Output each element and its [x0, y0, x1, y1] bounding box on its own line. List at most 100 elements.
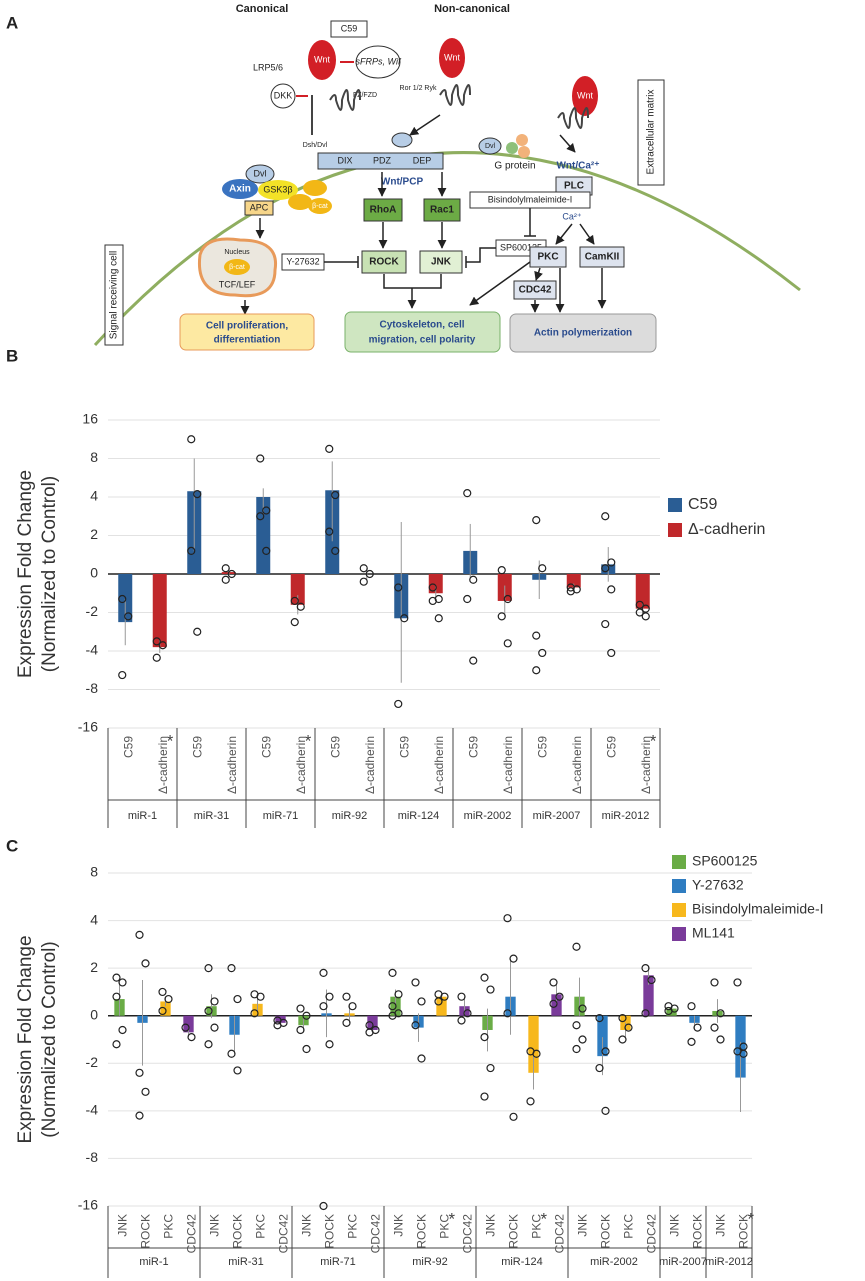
legend-label: C59	[688, 496, 717, 513]
x-tick-label: JNK	[116, 1214, 130, 1237]
data-point	[319, 1201, 328, 1211]
y-tick-label: -2	[86, 603, 99, 619]
x-tick-label: ROCK	[323, 1214, 337, 1249]
x-tick-label: CDC42	[277, 1214, 291, 1254]
x-tick-label: C59	[328, 736, 342, 758]
data-point	[141, 959, 150, 968]
x-tick-label: ROCK	[599, 1214, 613, 1249]
label: Non-canonical	[434, 3, 510, 15]
label: Actin polymerization	[534, 328, 632, 339]
data-point	[497, 612, 506, 621]
data-point	[469, 575, 478, 584]
data-point	[618, 1035, 627, 1044]
data-point	[601, 512, 610, 521]
box	[330, 20, 368, 38]
data-point	[503, 914, 512, 923]
data-point	[607, 585, 616, 594]
data-point	[641, 964, 650, 973]
data-point	[296, 1004, 305, 1013]
box	[361, 250, 407, 274]
data-point	[112, 992, 121, 1001]
group-label: miR-2012	[705, 1256, 753, 1268]
x-tick-label: JNK	[300, 1214, 314, 1237]
x-tick-label: ROCK	[231, 1214, 245, 1249]
dvl	[245, 164, 275, 184]
label: Ca²⁺	[562, 211, 582, 221]
box	[529, 246, 567, 268]
data-point	[607, 648, 616, 658]
bar	[635, 574, 650, 609]
data-point	[342, 1018, 351, 1027]
label: DIX	[337, 155, 352, 165]
label: CamKII	[585, 252, 620, 263]
data-point	[262, 506, 271, 515]
data-point	[112, 1040, 121, 1049]
data-point	[348, 1002, 357, 1011]
data-point	[572, 1044, 581, 1054]
data-point	[233, 1066, 242, 1075]
data-point	[434, 997, 443, 1006]
label: Dsh/Dvl	[303, 142, 328, 149]
x-tick-label: C59	[190, 736, 204, 758]
panel-label: C	[6, 836, 18, 855]
x-tick-label: JNK	[484, 1214, 498, 1237]
label: Dvl	[254, 168, 267, 178]
data-point	[250, 1009, 259, 1018]
label: SP600125	[500, 242, 542, 252]
data-point	[388, 1011, 397, 1020]
data-point	[388, 1002, 397, 1011]
diagram: A Canonical Non-canonical C59 Wnt sFRPs,…	[6, 3, 801, 353]
data-point	[417, 1054, 426, 1063]
x-tick-label: JNK	[392, 1214, 406, 1237]
legend-swatch	[672, 879, 686, 893]
group-label: miR-2012	[602, 810, 650, 822]
data-point	[509, 954, 518, 963]
data-point	[618, 1013, 627, 1023]
data-point	[302, 1011, 311, 1020]
data-point	[135, 1068, 144, 1077]
label: Y-27632	[286, 256, 319, 266]
data-point	[152, 637, 161, 646]
data-point	[463, 1009, 472, 1018]
arrow	[555, 223, 573, 245]
x-tick-label: CDC42	[461, 1214, 475, 1254]
data-point	[204, 964, 213, 973]
y-axis-title: Expression Fold Change	[15, 470, 36, 678]
x-tick-label: C59	[466, 736, 480, 758]
label: C59	[341, 23, 358, 33]
y-tick-label: -4	[86, 642, 99, 658]
x-tick-label: PKC	[622, 1214, 636, 1239]
label: FZ/FZD	[353, 92, 377, 99]
data-point	[538, 564, 547, 573]
data-point	[181, 1023, 190, 1032]
x-tick-label: Δ-cadherin	[570, 736, 584, 794]
data-point	[302, 1044, 311, 1054]
label: DKK	[274, 90, 293, 100]
data-point	[463, 594, 472, 604]
arrow	[409, 114, 441, 136]
x-tick-label: Δ-cadherin	[363, 736, 377, 794]
x-tick-label: C59	[535, 736, 549, 758]
legend-label: Y-27632	[692, 877, 744, 893]
legend-swatch	[668, 523, 682, 537]
label: Axin	[229, 184, 251, 195]
significance: *	[650, 731, 657, 750]
data-point	[221, 575, 230, 584]
data-point	[687, 1037, 696, 1046]
box	[423, 198, 461, 222]
x-tick-label: C59	[397, 736, 411, 758]
x-tick-label: ROCK	[415, 1214, 429, 1249]
data-point	[641, 604, 650, 613]
label: Canonical	[236, 3, 289, 15]
y-axis-title: (Normalized to Control)	[39, 941, 60, 1137]
panel-label: B	[6, 346, 18, 365]
legend-swatch	[672, 903, 686, 917]
data-point	[158, 641, 167, 650]
data-point	[221, 564, 230, 573]
label: β-cat	[229, 264, 245, 271]
data-point	[532, 1049, 541, 1058]
data-point	[118, 1025, 127, 1035]
legend-swatch	[672, 927, 686, 941]
gsk	[258, 180, 298, 200]
significance: *	[167, 731, 174, 750]
